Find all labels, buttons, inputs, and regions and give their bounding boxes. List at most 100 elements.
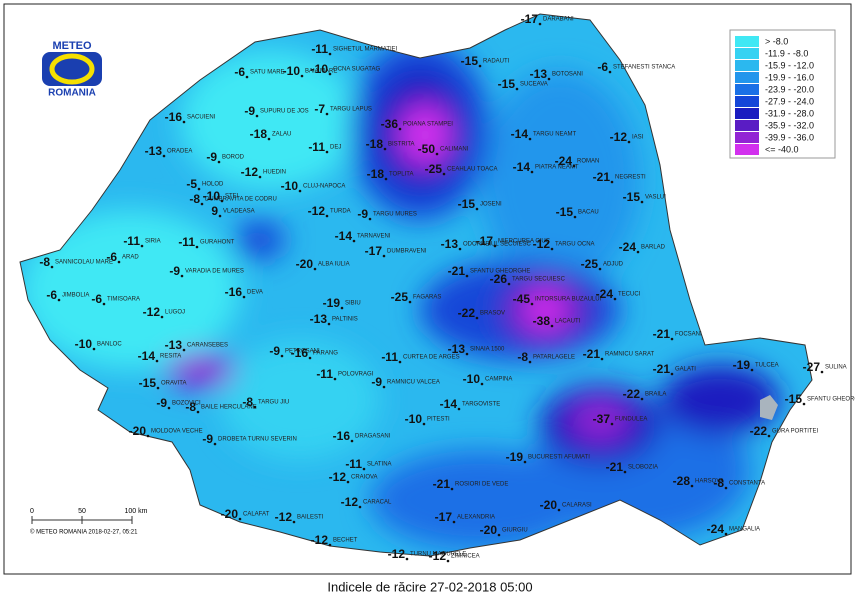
station-name: ODORHEIUL SECUIESC: [463, 242, 531, 248]
station-value: -12: [308, 204, 326, 218]
station-dot: [384, 177, 388, 181]
station-dot: [767, 434, 771, 438]
station-dot: [724, 532, 728, 536]
legend-swatch: [735, 48, 759, 59]
station-dot: [328, 543, 332, 547]
station-dot: [405, 557, 409, 561]
station-name: TURNU MAGURELE: [410, 552, 466, 558]
station-name: TULCEA: [755, 363, 779, 369]
station-value: -25: [391, 290, 409, 304]
station-dot: [550, 247, 554, 251]
station-name: CLUJ-NAPOCA: [303, 184, 345, 190]
station-name: BOROD: [222, 155, 245, 161]
station-name: BOTOSANI: [552, 72, 583, 78]
station-name: BACAU: [578, 210, 599, 216]
station-name: VLADEASA: [223, 209, 255, 215]
station-value: -18: [250, 127, 268, 141]
station-name: DEJ: [330, 145, 341, 151]
station-dot: [523, 460, 527, 464]
station-name: TURDA: [330, 209, 351, 215]
station-dot: [196, 410, 200, 414]
station-value: -50: [418, 142, 436, 156]
station-dot: [670, 372, 674, 376]
station-dot: [298, 189, 302, 193]
station-dot: [340, 306, 344, 310]
station-name: TECUCI: [618, 292, 641, 298]
station-value: -24: [555, 154, 573, 168]
station-name: SACUIENI: [187, 115, 216, 121]
station-name: SUCEAVA: [520, 82, 548, 88]
station-value: -17: [435, 510, 453, 524]
station-value: -24: [619, 240, 637, 254]
station-name: ARAD: [122, 255, 139, 261]
station-value: -18: [367, 167, 385, 181]
legend-swatch: [735, 144, 759, 155]
legend-label: -11.9 - -8.0: [765, 48, 808, 58]
station-name: PETROSANI: [285, 349, 320, 355]
station-name: SIRIA: [145, 239, 161, 245]
station-value: -11: [311, 42, 328, 56]
station-value: -10: [281, 179, 299, 193]
station-dot: [258, 175, 262, 179]
station-dot: [475, 316, 479, 320]
station-dot: [636, 250, 640, 254]
station-name: CONSTANTA: [729, 481, 765, 487]
station-dot: [140, 244, 144, 248]
legend-swatch: [735, 120, 759, 131]
station-dot: [457, 407, 461, 411]
station-name: MANGALIA: [729, 527, 760, 533]
station-value: -8: [189, 192, 200, 206]
station-name: JIMBOLIA: [62, 293, 89, 299]
station-dot: [802, 402, 806, 406]
station-dot: [197, 187, 201, 191]
station-dot: [195, 245, 199, 249]
station-dot: [300, 74, 304, 78]
station-dot: [292, 520, 296, 524]
station-dot: [200, 202, 204, 206]
station-value: -10: [75, 337, 93, 351]
station-name: CARANSEBES: [187, 343, 228, 349]
legend-swatch: [735, 108, 759, 119]
station-name: BISTRITA: [388, 142, 415, 148]
station-value: -22: [623, 387, 641, 401]
station-value: -27: [803, 360, 821, 374]
station-dot: [446, 559, 450, 563]
legend-swatch: [735, 60, 759, 71]
station-name: TIMISOARA: [107, 297, 140, 303]
station-name: DARABANI: [543, 17, 574, 23]
station-dot: [238, 517, 242, 521]
station-value: -22: [458, 306, 476, 320]
station-name: ALEXANDRIA: [457, 515, 495, 521]
logo-top: METEO: [52, 40, 92, 52]
station-name: DUMBRAVITA DE CODRU: [205, 197, 277, 203]
station-name: SIBIU: [345, 301, 361, 307]
station-value: -9: [206, 150, 217, 164]
station-dot: [613, 297, 617, 301]
station-name: CURTEA DE ARGES: [403, 355, 460, 361]
station-name: TARGU JIU: [258, 400, 289, 406]
station-value: -19: [323, 296, 341, 310]
station-dot: [670, 337, 674, 341]
station-dot: [478, 64, 482, 68]
station-name: SLATINA: [367, 462, 392, 468]
station-name: CALAFAT: [243, 512, 270, 518]
station-name: BRAILA: [645, 392, 666, 398]
station-value: -12: [241, 165, 259, 179]
station-value: -12: [341, 495, 359, 509]
station-name: MOLDOVA VECHE: [151, 429, 203, 435]
station-name: FAGARAS: [413, 295, 441, 301]
station-dot: [220, 199, 224, 203]
station-name: BAILE HERCULANE: [201, 405, 257, 411]
station-dot: [280, 354, 284, 358]
station-dot: [267, 137, 271, 141]
station-value: -13: [310, 312, 328, 326]
station-dot: [162, 154, 166, 158]
station-dot: [160, 315, 164, 319]
station-dot: [156, 386, 160, 390]
station-name: RAMNICU SARAT: [605, 352, 655, 358]
station-dot: [608, 70, 612, 74]
station-name: ALBA IULIA: [318, 262, 350, 268]
station-value: -15: [623, 190, 641, 204]
station-dot: [610, 422, 614, 426]
